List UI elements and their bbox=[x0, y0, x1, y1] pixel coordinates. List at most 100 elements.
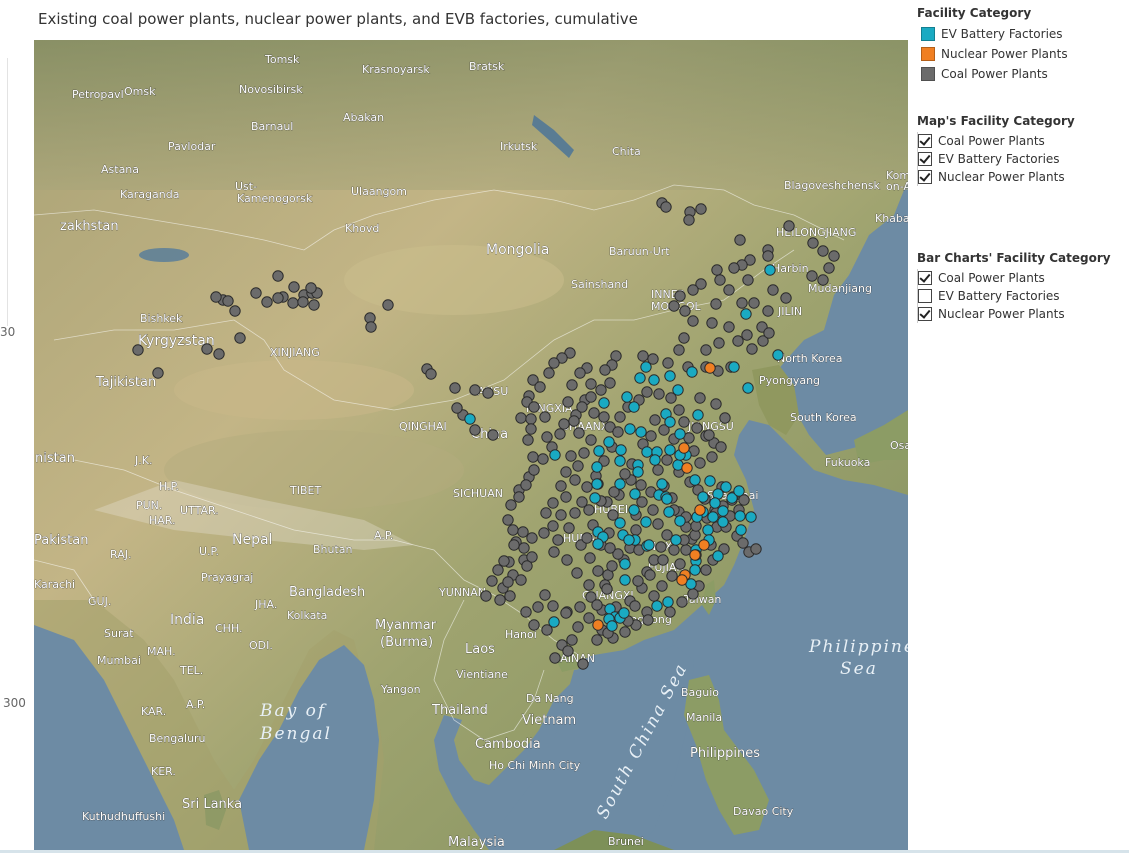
coal-plant-marker[interactable] bbox=[548, 546, 560, 558]
coal-plant-marker[interactable] bbox=[612, 548, 624, 560]
nuclear-plant-marker[interactable] bbox=[592, 619, 604, 631]
coal-plant-marker[interactable] bbox=[574, 367, 586, 379]
ev-factory-marker[interactable] bbox=[661, 493, 673, 505]
ev-factory-marker[interactable] bbox=[548, 616, 560, 628]
coal-plant-marker[interactable] bbox=[666, 570, 678, 582]
coal-plant-marker[interactable] bbox=[619, 626, 631, 638]
coal-plant-marker[interactable] bbox=[695, 278, 707, 290]
coal-plant-marker[interactable] bbox=[601, 583, 613, 595]
ev-factory-marker[interactable] bbox=[717, 505, 729, 517]
map-filter-ev-checkbox[interactable] bbox=[918, 152, 932, 166]
coal-plant-marker[interactable] bbox=[683, 214, 695, 226]
coal-plant-marker[interactable] bbox=[598, 411, 610, 423]
coal-plant-marker[interactable] bbox=[541, 624, 553, 636]
coal-plant-marker[interactable] bbox=[665, 392, 677, 404]
ev-factory-marker[interactable] bbox=[726, 492, 738, 504]
coal-plant-marker[interactable] bbox=[604, 377, 616, 389]
ev-factory-marker[interactable] bbox=[656, 478, 668, 490]
coal-plant-marker[interactable] bbox=[591, 634, 603, 646]
coal-plant-marker[interactable] bbox=[604, 421, 616, 433]
coal-plant-marker[interactable] bbox=[469, 384, 481, 396]
coal-plant-marker[interactable] bbox=[661, 454, 673, 466]
ev-factory-marker[interactable] bbox=[692, 409, 704, 421]
coal-plant-marker[interactable] bbox=[706, 451, 718, 463]
coal-plant-marker[interactable] bbox=[673, 344, 685, 356]
coal-plant-marker[interactable] bbox=[585, 378, 597, 390]
coal-plant-marker[interactable] bbox=[261, 296, 273, 308]
coal-plant-marker[interactable] bbox=[517, 526, 529, 538]
coal-plant-marker[interactable] bbox=[662, 357, 674, 369]
ev-factory-marker[interactable] bbox=[591, 461, 603, 473]
coal-plant-marker[interactable] bbox=[632, 575, 644, 587]
ev-factory-marker[interactable] bbox=[623, 534, 635, 546]
ev-factory-marker[interactable] bbox=[629, 488, 641, 500]
coal-plant-marker[interactable] bbox=[648, 590, 660, 602]
coal-plant-marker[interactable] bbox=[592, 565, 604, 577]
ev-factory-marker[interactable] bbox=[621, 391, 633, 403]
bar-filter-nuclear-checkbox[interactable] bbox=[918, 307, 932, 321]
coal-plant-marker[interactable] bbox=[629, 600, 641, 612]
coal-plant-marker[interactable] bbox=[562, 645, 574, 657]
coal-plant-marker[interactable] bbox=[700, 344, 712, 356]
legend-item-ev[interactable]: EV Battery Factories bbox=[917, 24, 1068, 44]
coal-plant-marker[interactable] bbox=[250, 287, 262, 299]
coal-plant-marker[interactable] bbox=[668, 544, 680, 556]
nuclear-plant-marker[interactable] bbox=[676, 574, 688, 586]
coal-plant-marker[interactable] bbox=[823, 262, 835, 274]
coal-plant-marker[interactable] bbox=[604, 542, 616, 554]
coal-plant-marker[interactable] bbox=[573, 427, 585, 439]
coal-plant-marker[interactable] bbox=[703, 429, 715, 441]
ev-factory-marker[interactable] bbox=[464, 413, 476, 425]
ev-factory-marker[interactable] bbox=[598, 397, 610, 409]
coal-plant-marker[interactable] bbox=[660, 201, 672, 213]
ev-factory-marker[interactable] bbox=[672, 384, 684, 396]
ev-factory-marker[interactable] bbox=[632, 466, 644, 478]
coal-plant-marker[interactable] bbox=[504, 590, 516, 602]
coal-plant-marker[interactable] bbox=[607, 509, 619, 521]
coal-plant-marker[interactable] bbox=[558, 418, 570, 430]
facility-map[interactable]: Tomsk Krasnoyarsk Bratsk Petropavl Omsk Novos… bbox=[34, 40, 908, 850]
coal-plant-marker[interactable] bbox=[502, 576, 514, 588]
coal-plant-marker[interactable] bbox=[714, 274, 726, 286]
coal-plant-marker[interactable] bbox=[576, 496, 588, 508]
ev-factory-marker[interactable] bbox=[686, 366, 698, 378]
ev-factory-marker[interactable] bbox=[634, 372, 646, 384]
coal-plant-marker[interactable] bbox=[738, 494, 750, 506]
bar-filter-ev-checkbox[interactable] bbox=[918, 289, 932, 303]
coal-plant-marker[interactable] bbox=[547, 600, 559, 612]
coal-plant-marker[interactable] bbox=[528, 619, 540, 631]
coal-plant-marker[interactable] bbox=[713, 337, 725, 349]
coal-plant-marker[interactable] bbox=[288, 281, 300, 293]
coal-plant-marker[interactable] bbox=[642, 614, 654, 626]
ev-factory-marker[interactable] bbox=[728, 361, 740, 373]
coal-plant-marker[interactable] bbox=[571, 567, 583, 579]
coal-plant-marker[interactable] bbox=[656, 580, 668, 592]
map-filter-ev[interactable]: EV Battery Factories bbox=[918, 150, 1075, 168]
coal-plant-marker[interactable] bbox=[543, 367, 555, 379]
coal-plant-marker[interactable] bbox=[700, 564, 712, 576]
coal-plant-marker[interactable] bbox=[365, 321, 377, 333]
coal-plant-marker[interactable] bbox=[744, 254, 756, 266]
ev-factory-marker[interactable] bbox=[619, 558, 631, 570]
coal-plant-marker[interactable] bbox=[513, 491, 525, 503]
coal-plant-marker[interactable] bbox=[715, 441, 727, 453]
coal-plant-marker[interactable] bbox=[569, 474, 581, 486]
coal-plant-marker[interactable] bbox=[576, 401, 588, 413]
coal-plant-marker[interactable] bbox=[547, 497, 559, 509]
coal-plant-marker[interactable] bbox=[595, 384, 607, 396]
coal-plant-marker[interactable] bbox=[555, 509, 567, 521]
coal-plant-marker[interactable] bbox=[687, 588, 699, 600]
ev-factory-marker[interactable] bbox=[670, 534, 682, 546]
ev-factory-marker[interactable] bbox=[640, 516, 652, 528]
coal-plant-marker[interactable] bbox=[679, 305, 691, 317]
coal-plant-marker[interactable] bbox=[719, 412, 731, 424]
coal-plant-marker[interactable] bbox=[647, 504, 659, 516]
ev-factory-marker[interactable] bbox=[635, 426, 647, 438]
ev-factory-marker[interactable] bbox=[606, 620, 618, 632]
coal-plant-marker[interactable] bbox=[566, 379, 578, 391]
coal-plant-marker[interactable] bbox=[525, 423, 537, 435]
coal-plant-marker[interactable] bbox=[552, 534, 564, 546]
coal-plant-marker[interactable] bbox=[537, 453, 549, 465]
coal-plant-marker[interactable] bbox=[505, 499, 517, 511]
coal-plant-marker[interactable] bbox=[694, 457, 706, 469]
